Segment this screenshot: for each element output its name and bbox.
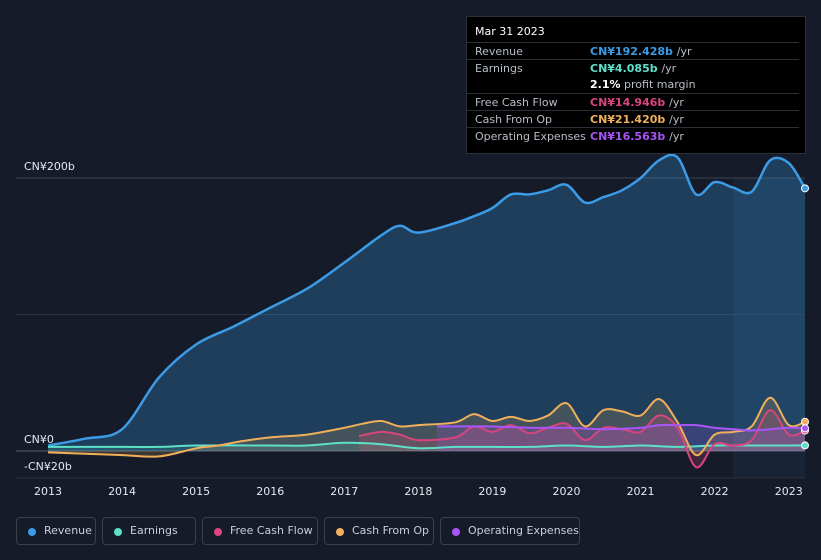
x-tick-2022: 2022 (701, 485, 729, 498)
y-label-bottom: -CN¥20b (24, 460, 72, 473)
tooltip: Mar 31 2023 Revenue CN¥192.428b /yr Earn… (466, 16, 806, 154)
legend-item-revenue[interactable]: Revenue (16, 517, 96, 545)
tooltip-value: CN¥4.085b /yr (590, 62, 677, 75)
x-tick-2013: 2013 (34, 485, 62, 498)
tooltip-row-opex: Operating Expenses CN¥16.563b /yr (467, 127, 799, 145)
series-lines (47, 153, 807, 469)
series-areas (48, 154, 805, 468)
endpoint-opex (801, 424, 809, 433)
x-tick-2023: 2023 (775, 485, 803, 498)
tooltip-date: Mar 31 2023 (475, 25, 545, 38)
line-fcf (358, 409, 806, 469)
legend-label: Free Cash Flow (230, 524, 313, 537)
tooltip-label: Cash From Op (475, 113, 553, 126)
x-tick-2016: 2016 (256, 485, 284, 498)
line-opex (436, 423, 806, 432)
area-revenue (48, 154, 805, 452)
legend-item-opex[interactable]: Operating Expenses (440, 517, 580, 545)
profit-margin: 2.1% profit margin (590, 78, 696, 91)
tooltip-label: Revenue (475, 45, 523, 58)
x-tick-2015: 2015 (182, 485, 210, 498)
endpoint-earnings (801, 441, 809, 450)
legend-item-earnings[interactable]: Earnings (102, 517, 196, 545)
x-tick-2017: 2017 (330, 485, 358, 498)
legend-dot-icon (336, 528, 344, 536)
x-tick-2014: 2014 (108, 485, 136, 498)
tooltip-row-cfo: Cash From Op CN¥21.420b /yr (467, 110, 799, 128)
tooltip-label: Earnings (475, 62, 523, 75)
legend-dot-icon (214, 528, 222, 536)
tooltip-label: Free Cash Flow (475, 96, 558, 109)
x-tick-2021: 2021 (627, 485, 655, 498)
tooltip-row-fcf: Free Cash Flow CN¥14.946b /yr (467, 93, 799, 111)
legend-dot-icon (114, 528, 122, 536)
legend-label: Revenue (44, 524, 92, 537)
x-tick-2018: 2018 (404, 485, 432, 498)
legend-label: Cash From Op (352, 524, 430, 537)
legend-label: Earnings (130, 524, 178, 537)
tooltip-row-revenue: Revenue CN¥192.428b /yr (467, 42, 799, 60)
x-tick-2019: 2019 (478, 485, 506, 498)
tooltip-row-margin: 2.1% profit margin (467, 76, 799, 93)
line-earnings (48, 441, 806, 450)
y-label-zero: CN¥0 (24, 433, 54, 446)
legend-dot-icon (28, 528, 36, 536)
endpoint-cfo (801, 417, 809, 426)
y-label-top: CN¥200b (24, 160, 75, 173)
tooltip-label: Operating Expenses (475, 130, 586, 143)
tooltip-row-earnings: Earnings CN¥4.085b /yr (467, 59, 799, 77)
x-tick-2020: 2020 (552, 485, 580, 498)
legend-item-cfo[interactable]: Cash From Op (324, 517, 434, 545)
line-revenue (47, 153, 807, 447)
tooltip-value: CN¥192.428b /yr (590, 45, 692, 58)
tooltip-value: CN¥14.946b /yr (590, 96, 684, 109)
line-cfo (47, 396, 806, 458)
area-earnings (48, 442, 805, 451)
tooltip-value: CN¥21.420b /yr (590, 113, 684, 126)
legend-label: Operating Expenses (468, 524, 579, 537)
endpoint-revenue (801, 184, 809, 193)
legend-dot-icon (452, 528, 460, 536)
tooltip-value: CN¥16.563b /yr (590, 130, 684, 143)
series-endpoints (801, 184, 809, 450)
gridlines (16, 177, 805, 479)
legend-item-fcf[interactable]: Free Cash Flow (202, 517, 318, 545)
x-axis-ticks: 2013 2014 2015 2016 2017 2018 2019 2020 2021 2022… (34, 485, 803, 498)
